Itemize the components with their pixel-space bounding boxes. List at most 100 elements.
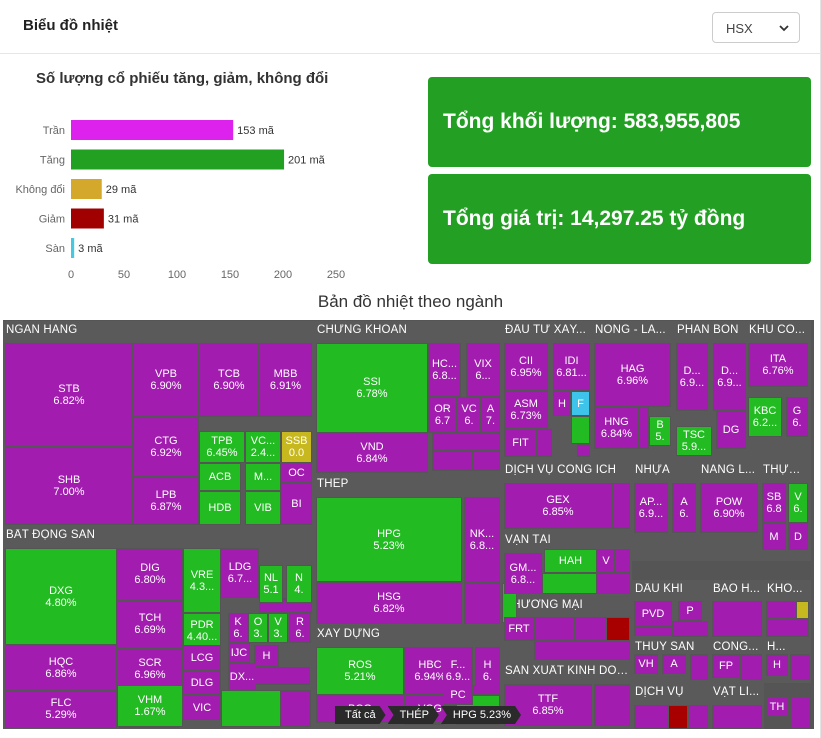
stock-tile[interactable]: VIB xyxy=(245,491,281,525)
breadcrumb-item[interactable]: THÉP xyxy=(388,706,439,724)
stock-tile[interactable]: DG xyxy=(716,411,746,449)
stock-tile-minor[interactable] xyxy=(672,621,708,637)
stock-tile[interactable]: VHM 1.67% xyxy=(117,685,183,727)
stock-tile[interactable]: K 6. xyxy=(228,613,248,643)
stock-tile[interactable]: OR 6.7 xyxy=(428,397,457,433)
stock-tile-minor[interactable] xyxy=(606,617,630,641)
stock-tile-minor[interactable] xyxy=(615,549,630,573)
stock-tile[interactable]: G 6. xyxy=(786,397,808,437)
stock-tile[interactable]: MBB 6.91% xyxy=(259,343,312,417)
stock-tile[interactable]: M... xyxy=(245,463,281,491)
stock-tile-minor[interactable] xyxy=(472,451,500,471)
stock-tile[interactable]: HQC 6.86% xyxy=(5,645,117,690)
stock-tile[interactable]: SSI 6.78% xyxy=(316,343,428,433)
stock-tile[interactable]: VH xyxy=(634,654,658,674)
stock-tile[interactable]: STB 6.82% xyxy=(5,343,133,447)
stock-tile-minor[interactable] xyxy=(280,690,310,727)
stock-tile[interactable]: A 7. xyxy=(481,397,500,433)
stock-tile[interactable]: IJC xyxy=(228,643,250,663)
stock-tile[interactable]: TSC 5.9... xyxy=(676,426,712,456)
stock-tile-minor[interactable] xyxy=(432,433,500,451)
stock-tile[interactable]: PVD xyxy=(634,601,672,627)
stock-tile[interactable]: P xyxy=(678,601,702,621)
stock-tile[interactable]: GEX 6.85% xyxy=(504,483,612,529)
stock-tile[interactable]: ACB xyxy=(199,463,241,491)
stock-tile-minor[interactable] xyxy=(612,483,630,529)
stock-tile[interactable]: NK... 6.8... xyxy=(464,497,500,582)
stock-tile[interactable]: POW 6.90% xyxy=(700,483,758,533)
stock-tile-minor[interactable] xyxy=(796,601,809,619)
stock-tile[interactable]: F xyxy=(571,391,590,416)
stock-tile[interactable]: VC 6. xyxy=(457,397,481,433)
stock-tile[interactable]: V 3. xyxy=(268,613,288,643)
stock-tile-minor[interactable] xyxy=(597,573,630,594)
stock-tile[interactable]: LCG xyxy=(183,645,221,670)
stock-tile[interactable]: TH xyxy=(766,697,788,717)
stock-tile[interactable]: HDB xyxy=(199,491,241,525)
stock-tile[interactable]: VND 6.84% xyxy=(316,433,428,473)
stock-tile-minor[interactable] xyxy=(542,573,597,594)
stock-tile[interactable]: ASM 6.73% xyxy=(504,391,548,429)
stock-tile[interactable]: PC xyxy=(443,685,473,705)
stock-tile[interactable]: LPB 6.87% xyxy=(133,477,199,525)
stock-tile-minor[interactable] xyxy=(712,705,762,729)
stock-tile[interactable]: HNG 6.84% xyxy=(594,407,639,449)
stock-tile[interactable]: HSG 6.82% xyxy=(316,582,462,624)
stock-tile[interactable]: OC xyxy=(281,463,312,482)
stock-tile[interactable]: H xyxy=(766,654,788,676)
stock-tile[interactable]: HAG 6.96% xyxy=(594,343,671,407)
stock-tile-minor[interactable] xyxy=(766,601,796,619)
stock-tile[interactable]: VPB 6.90% xyxy=(133,343,199,417)
stock-tile[interactable]: TTF 6.85% xyxy=(504,684,592,726)
stock-tile[interactable]: VIC xyxy=(183,695,221,720)
stock-tile[interactable]: HAH xyxy=(544,549,597,573)
stock-tile[interactable]: M xyxy=(762,523,786,550)
stock-tile[interactable]: FP xyxy=(712,654,740,678)
stock-tile[interactable]: DLG xyxy=(183,670,221,695)
stock-tile-minor[interactable] xyxy=(634,705,668,729)
stock-tile[interactable]: FRT xyxy=(504,617,534,641)
stock-tile[interactable]: HC... 6.8... xyxy=(428,343,461,397)
stock-tile-minor[interactable] xyxy=(577,444,590,457)
breadcrumb-item[interactable]: Tất cả xyxy=(335,706,386,724)
stock-tile[interactable]: SSB 0.0 xyxy=(281,431,312,463)
stock-tile-minor[interactable] xyxy=(594,684,630,726)
stock-tile[interactable]: TCH 6.69% xyxy=(117,600,183,648)
stock-tile[interactable]: A 6. xyxy=(672,483,696,533)
sector-5[interactable]: KHU CÔ... xyxy=(746,321,811,461)
stock-tile-minor[interactable] xyxy=(464,582,500,624)
stock-tile[interactable]: O 3. xyxy=(248,613,268,643)
stock-tile[interactable]: FLC 5.29% xyxy=(5,690,117,728)
stock-tile[interactable]: VC... 2.4... xyxy=(245,431,281,463)
stock-tile[interactable]: H 6. xyxy=(475,647,500,695)
stock-tile[interactable]: H xyxy=(553,391,571,416)
stock-tile[interactable]: GM... 6.8... xyxy=(504,553,542,594)
stock-tile[interactable]: DIG 6.80% xyxy=(117,548,183,600)
stock-tile[interactable]: V xyxy=(597,549,615,573)
stock-tile[interactable]: VRE 4.3... xyxy=(183,548,221,613)
stock-tile[interactable]: CII 6.95% xyxy=(504,343,548,391)
stock-tile[interactable]: FIT xyxy=(504,429,537,457)
stock-tile-minor[interactable] xyxy=(766,619,809,637)
stock-tile-minor[interactable] xyxy=(534,641,630,660)
stock-tile[interactable]: BI xyxy=(281,482,312,525)
stock-tile[interactable]: SCR 6.96% xyxy=(117,648,183,690)
stock-tile[interactable]: TPB 6.45% xyxy=(199,431,245,463)
stock-tile-minor[interactable] xyxy=(790,697,810,729)
stock-tile[interactable]: NL 5.1 xyxy=(259,565,283,603)
stock-tile-minor[interactable] xyxy=(534,617,574,641)
stock-tile-minor[interactable] xyxy=(537,429,552,457)
stock-tile-minor[interactable] xyxy=(690,654,708,680)
stock-tile[interactable]: V 6. xyxy=(788,483,808,523)
stock-tile-minor[interactable] xyxy=(571,416,590,444)
stock-tile[interactable]: SHB 7.00% xyxy=(5,447,133,525)
stock-tile[interactable]: B 5. xyxy=(649,416,671,446)
stock-tile-minor[interactable] xyxy=(250,667,310,685)
stock-tile[interactable]: CTG 6.92% xyxy=(133,417,199,477)
stock-tile[interactable]: AP... 6.9... xyxy=(634,483,668,533)
stock-tile-minor[interactable] xyxy=(639,407,649,449)
stock-tile-minor[interactable] xyxy=(432,451,472,471)
stock-tile[interactable]: PDR 4.40... xyxy=(183,613,221,649)
stock-tile[interactable]: SB 6.8 xyxy=(762,483,786,523)
stock-tile[interactable]: D xyxy=(788,523,808,550)
